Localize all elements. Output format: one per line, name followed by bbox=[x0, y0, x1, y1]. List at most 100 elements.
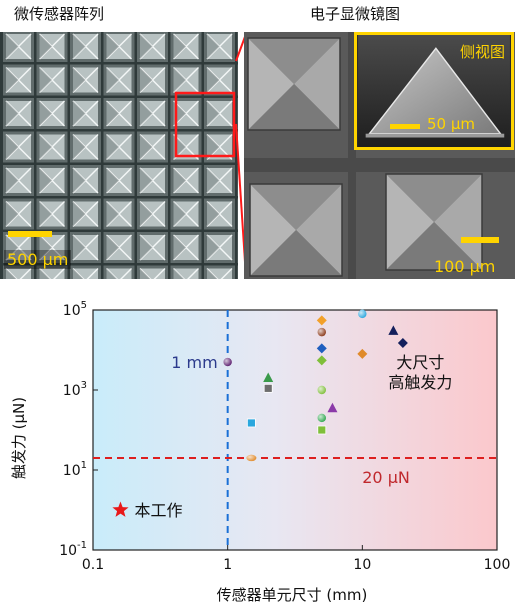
y-tick-label: 103 bbox=[63, 380, 87, 399]
data-point bbox=[327, 402, 338, 413]
annotation-text: 大尺寸 bbox=[396, 353, 444, 372]
array-panel-title: 微传感器阵列 bbox=[14, 5, 105, 23]
sensor-cell bbox=[204, 98, 235, 129]
sensor-cell bbox=[70, 64, 101, 96]
sensor-cell bbox=[237, 98, 238, 129]
sensor-cell bbox=[70, 165, 101, 196]
sensor-cell bbox=[137, 265, 168, 279]
data-point bbox=[316, 355, 327, 366]
sensor-cell bbox=[204, 131, 235, 163]
sensor-cell bbox=[103, 232, 135, 263]
sensor-cell bbox=[70, 98, 101, 129]
sensor-cell bbox=[3, 98, 34, 129]
sensor-cell bbox=[137, 32, 168, 62]
sensor-cell bbox=[103, 265, 135, 279]
data-point bbox=[357, 348, 368, 359]
x-tick-label: 10 bbox=[353, 557, 371, 573]
array-scale-label: 500 μm bbox=[4, 250, 72, 269]
sensor-cell bbox=[36, 32, 68, 62]
sensor-cell bbox=[103, 32, 135, 62]
data-point bbox=[316, 343, 327, 354]
sensor-cell bbox=[3, 232, 34, 263]
sensor-cell bbox=[237, 232, 238, 263]
sensor-cell bbox=[36, 232, 68, 263]
sem-scalebar bbox=[461, 237, 499, 243]
sensor-cell bbox=[170, 198, 202, 230]
sensor-cell bbox=[3, 32, 34, 62]
y-tick-label: 101 bbox=[63, 460, 87, 479]
sensor-cell bbox=[204, 32, 235, 62]
sensor-cell bbox=[137, 131, 168, 163]
sensor-cell bbox=[137, 232, 168, 263]
inset-scale-label: 50 μm bbox=[427, 115, 476, 133]
x-tick-label: 1 bbox=[223, 557, 232, 573]
y-tick-label: 10-1 bbox=[59, 540, 87, 559]
data-point bbox=[316, 315, 327, 326]
sensor-cell bbox=[170, 32, 202, 62]
pyramid bbox=[247, 37, 341, 131]
sensor-cell bbox=[36, 64, 68, 96]
sensor-cell bbox=[204, 265, 235, 279]
sensor-cell bbox=[36, 198, 68, 230]
highlight-box bbox=[174, 91, 236, 158]
data-point bbox=[317, 327, 326, 337]
y-tick-label: 105 bbox=[63, 300, 87, 319]
sensor-cell bbox=[3, 165, 34, 196]
sensor-cell bbox=[204, 165, 235, 196]
sensor-cell bbox=[237, 265, 238, 279]
sensor-array-image: 500 μm bbox=[0, 32, 238, 279]
sensor-cell bbox=[237, 165, 238, 196]
data-point bbox=[112, 501, 129, 517]
x-tick-label: 100 bbox=[484, 557, 511, 573]
sensor-cell bbox=[137, 198, 168, 230]
pyramid bbox=[249, 183, 343, 277]
data-point bbox=[317, 413, 326, 423]
sensor-cell bbox=[103, 64, 135, 96]
side-view-photo bbox=[358, 35, 510, 147]
data-point bbox=[397, 337, 408, 348]
data-point bbox=[246, 454, 257, 462]
sensor-cell bbox=[3, 265, 34, 279]
axis-ticks: 0.1 1 10 100 10-1 101 103 105 bbox=[59, 300, 510, 573]
x-axis-label: 传感器单元尺寸 (mm) bbox=[217, 586, 368, 604]
trigger-force-chart: 0.1 1 10 100 10-1 101 103 105 1 mm 20 μN 大尺寸高触发力… bbox=[10, 300, 510, 604]
sensor-cell bbox=[70, 131, 101, 163]
array-scalebar bbox=[8, 231, 52, 237]
sensor-cell bbox=[70, 32, 101, 62]
sensor-cell bbox=[36, 165, 68, 196]
data-point bbox=[263, 372, 274, 382]
sensor-cell bbox=[36, 265, 68, 279]
inset-title: 侧视图 bbox=[459, 43, 505, 61]
inset-scalebar bbox=[390, 124, 420, 129]
sensor-cell bbox=[70, 198, 101, 230]
sensor-cell bbox=[36, 98, 68, 129]
sensor-cell bbox=[204, 232, 235, 263]
sensor-cell bbox=[3, 198, 34, 230]
sensor-cell bbox=[103, 165, 135, 196]
data-point bbox=[388, 325, 399, 335]
x-tick-label: 0.1 bbox=[82, 557, 104, 573]
sensor-cell bbox=[70, 265, 101, 279]
sensor-cell bbox=[137, 64, 168, 96]
data-point bbox=[317, 385, 326, 395]
sem-image: 侧视图 50 μm 100 μm bbox=[244, 32, 515, 279]
side-view-inset: 侧视图 50 μm bbox=[354, 32, 514, 150]
data-points bbox=[112, 309, 408, 517]
sem-panel-title: 电子显微镜图 bbox=[310, 5, 401, 23]
sensor-cell bbox=[103, 198, 135, 230]
annotation-text: 高触发力 bbox=[388, 373, 452, 392]
reference-lines: 1 mm 20 μN bbox=[93, 310, 497, 550]
sensor-cell bbox=[237, 32, 238, 62]
sensor-cell bbox=[237, 131, 238, 163]
sensor-cell bbox=[3, 131, 34, 163]
data-point bbox=[263, 383, 273, 393]
sensor-cell bbox=[204, 198, 235, 230]
y-axis-label: 触发力 (μN) bbox=[10, 397, 28, 479]
sensor-cell bbox=[170, 165, 202, 196]
sensor-cell bbox=[170, 232, 202, 263]
sensor-cell bbox=[70, 232, 101, 263]
sensor-cell bbox=[137, 165, 168, 196]
sensor-cell bbox=[204, 64, 235, 96]
data-point bbox=[223, 357, 232, 367]
